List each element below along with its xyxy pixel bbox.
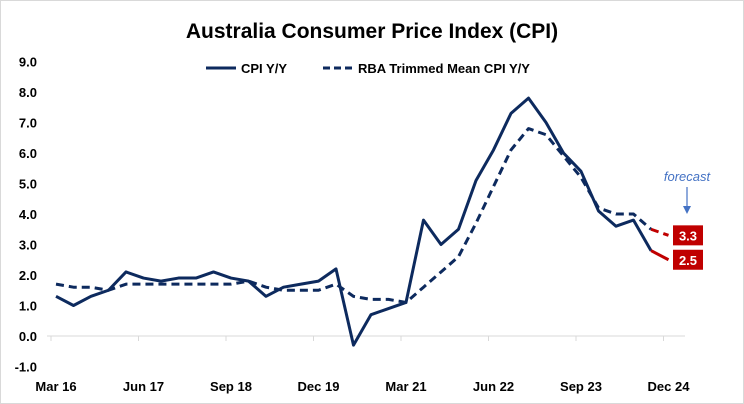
forecast-segment: [650, 227, 669, 237]
x-tick-label: Mar 21: [385, 379, 426, 394]
y-tick-label: -1.0: [15, 360, 37, 375]
chart-title: Australia Consumer Price Index (CPI): [186, 20, 558, 43]
forecast-segment: [650, 249, 670, 262]
y-tick-label: 9.0: [19, 55, 37, 70]
forecast-badge: [673, 225, 703, 246]
forecast-badge: [673, 249, 703, 270]
x-tick-label: Mar 16: [35, 379, 76, 394]
y-tick-label: 0.0: [19, 329, 37, 344]
y-tick-label: 6.0: [19, 146, 37, 161]
y-tick-label: 7.0: [19, 116, 37, 131]
series-line-trimmed-mean: [55, 127, 652, 304]
y-tick-label: 2.0: [19, 268, 37, 283]
forecast-value: 3.3: [679, 228, 697, 243]
x-tick-label: Sep 18: [210, 379, 252, 394]
legend-label-cpi: CPI Y/Y: [241, 61, 287, 76]
y-tick-label: 4.0: [19, 207, 37, 222]
y-tick-label: 1.0: [19, 299, 37, 314]
x-tick-label: Sep 23: [560, 379, 602, 394]
y-tick-label: 3.0: [19, 238, 37, 253]
series-line-cpi: [55, 96, 653, 347]
y-tick-label: 5.0: [19, 177, 37, 192]
y-tick-label: 8.0: [19, 85, 37, 100]
forecast-value: 2.5: [679, 253, 697, 268]
forecast-annotation: forecast: [664, 169, 712, 184]
legend-label-trimmed: RBA Trimmed Mean CPI Y/Y: [358, 61, 530, 76]
x-tick-label: Jun 17: [123, 379, 164, 394]
x-tick-label: Jun 22: [473, 379, 514, 394]
x-tick-label: Dec 24: [648, 379, 691, 394]
arrow-down-icon: [683, 206, 691, 214]
x-tick-label: Dec 19: [298, 379, 340, 394]
